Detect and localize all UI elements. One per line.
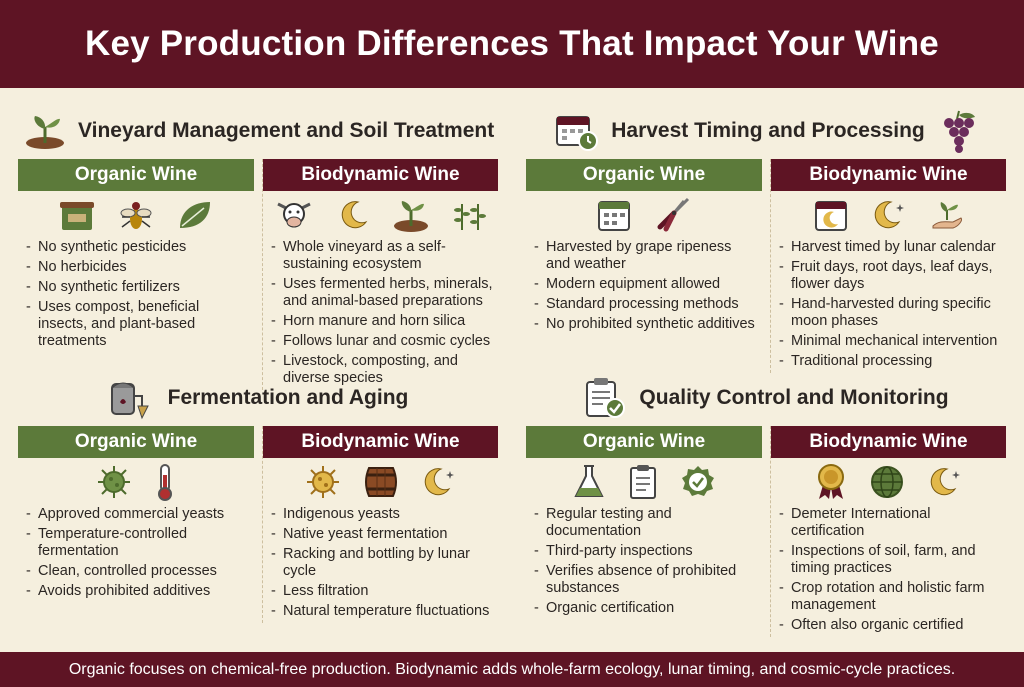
checklist-clipboard-icon xyxy=(583,376,627,420)
section-title: Quality Control and Monitoring xyxy=(639,386,949,409)
organic-heading: Organic Wine xyxy=(526,159,762,191)
biodynamic-heading: Biodynamic Wine xyxy=(263,426,498,458)
fermentation-tank-icon xyxy=(108,376,156,420)
section-header: Vineyard Management and Soil Treatment xyxy=(18,105,498,157)
list-item: Crop rotation and holistic farm manageme… xyxy=(779,580,1002,614)
biodynamic-column: Biodynamic Wine Indigenous yeasts Native… xyxy=(262,426,498,623)
list-item: Third-party inspections xyxy=(534,543,758,560)
organic-heading: Organic Wine xyxy=(526,426,762,458)
documentation-icon xyxy=(628,464,658,500)
calendar-icon xyxy=(596,198,632,232)
list-item: Approved commercial yeasts xyxy=(26,506,250,523)
leaf-icon xyxy=(176,198,214,232)
list-item: Often also organic certified xyxy=(779,617,1002,634)
list-item: Temperature-controlled fermentation xyxy=(26,526,250,560)
organic-column: Organic Wine Harvested by grape ripeness… xyxy=(526,159,762,373)
section-title: Fermentation and Aging xyxy=(167,386,409,409)
page-title: Key Production Differences That Impact Y… xyxy=(0,0,1024,88)
list-item: Whole vineyard as a self-sustaining ecos… xyxy=(271,239,494,273)
list-item: Harvested by grape ripeness and weather xyxy=(534,239,758,273)
section-fermentation-aging: Fermentation and Aging Organic Wine Appr… xyxy=(18,372,498,623)
beneficial-insect-icon xyxy=(118,197,154,233)
globe-icon xyxy=(869,464,905,500)
cow-icon xyxy=(274,198,314,232)
list-item: Natural temperature fluctuations xyxy=(271,603,494,620)
list-item: Organic certification xyxy=(534,600,758,617)
certified-badge-icon xyxy=(680,464,716,500)
moon-stars-icon xyxy=(421,465,457,499)
compost-bin-icon xyxy=(58,198,96,232)
hand-sprout-icon xyxy=(929,198,965,232)
list-item: Inspections of soil, farm, and timing pr… xyxy=(779,543,1002,577)
moon-stars-icon xyxy=(871,198,907,232)
footer-summary: Organic focuses on chemical-free product… xyxy=(0,652,1024,687)
barrel-icon xyxy=(363,464,399,500)
grapes-icon xyxy=(937,109,977,153)
list-item: No prohibited synthetic additives xyxy=(534,316,758,333)
list-item: Uses fermented herbs, minerals, and anim… xyxy=(271,276,494,310)
list-item: Avoids prohibited additives xyxy=(26,583,250,600)
list-item: No synthetic pesticides xyxy=(26,239,250,256)
biodynamic-heading: Biodynamic Wine xyxy=(771,426,1006,458)
list-item: No synthetic fertilizers xyxy=(26,279,250,296)
list-item: Indigenous yeasts xyxy=(271,506,494,523)
section-title: Harvest Timing and Processing xyxy=(611,119,925,142)
section-header: Harvest Timing and Processing xyxy=(526,105,1006,157)
biodynamic-column: Biodynamic Wine Demeter International ce… xyxy=(770,426,1006,637)
pruning-shears-icon xyxy=(654,197,692,233)
organic-column: Organic Wine Approved commercial yeasts … xyxy=(18,426,254,623)
moon-icon xyxy=(336,198,370,232)
moon-calendar-icon xyxy=(813,198,849,232)
moon-stars-icon xyxy=(927,465,963,499)
list-item: Traditional processing xyxy=(779,353,1002,370)
list-item: Horn manure and horn silica xyxy=(271,313,494,330)
list-item: Racking and bottling by lunar cycle xyxy=(271,546,494,580)
list-item: Livestock, composting, and diverse speci… xyxy=(271,353,494,387)
biodynamic-heading: Biodynamic Wine xyxy=(771,159,1006,191)
organic-heading: Organic Wine xyxy=(18,159,254,191)
list-item: Harvest timed by lunar calendar xyxy=(779,239,1002,256)
list-item: Demeter International certification xyxy=(779,506,1002,540)
list-item: Less filtration xyxy=(271,583,494,600)
organic-column: Organic Wine Regular testing and documen… xyxy=(526,426,762,637)
list-item: Follows lunar and cosmic cycles xyxy=(271,333,494,350)
biodynamic-column: Biodynamic Wine Whole vineyard as a self… xyxy=(262,159,498,390)
lab-flask-icon xyxy=(572,464,606,500)
biodynamic-heading: Biodynamic Wine xyxy=(263,159,498,191)
list-item: Native yeast fermentation xyxy=(271,526,494,543)
section-header: Quality Control and Monitoring xyxy=(526,372,1006,424)
herbs-icon xyxy=(452,198,488,232)
list-item: Clean, controlled processes xyxy=(26,563,250,580)
list-item: Uses compost, beneficial insects, and pl… xyxy=(26,299,250,350)
section-quality-control: Quality Control and Monitoring Organic W… xyxy=(526,372,1006,637)
list-item: Minimal mechanical intervention xyxy=(779,333,1002,350)
list-item: Modern equipment allowed xyxy=(534,276,758,293)
native-yeast-icon xyxy=(305,464,341,500)
section-header: Fermentation and Aging xyxy=(18,372,498,424)
organic-column: Organic Wine No synthetic pesticides No … xyxy=(18,159,254,390)
biodynamic-column: Biodynamic Wine Harvest timed by lunar c… xyxy=(770,159,1006,373)
list-item: Fruit days, root days, leaf days, flower… xyxy=(779,259,1002,293)
section-harvest-timing: Harvest Timing and Processing Organic Wi… xyxy=(526,105,1006,373)
list-item: Verifies absence of prohibited substance… xyxy=(534,563,758,597)
yeast-icon xyxy=(96,464,132,500)
award-medal-icon xyxy=(815,463,847,501)
organic-heading: Organic Wine xyxy=(18,426,254,458)
list-item: Hand-harvested during specific moon phas… xyxy=(779,296,1002,330)
section-title: Vineyard Management and Soil Treatment xyxy=(78,119,495,142)
thermometer-icon xyxy=(154,463,176,501)
seedling-soil-icon xyxy=(24,113,66,149)
section-vineyard-management: Vineyard Management and Soil Treatment O… xyxy=(18,105,498,390)
list-item: No herbicides xyxy=(26,259,250,276)
list-item: Regular testing and documentation xyxy=(534,506,758,540)
seedling-soil-icon xyxy=(392,198,430,232)
calendar-clock-icon xyxy=(555,111,599,151)
list-item: Standard processing methods xyxy=(534,296,758,313)
